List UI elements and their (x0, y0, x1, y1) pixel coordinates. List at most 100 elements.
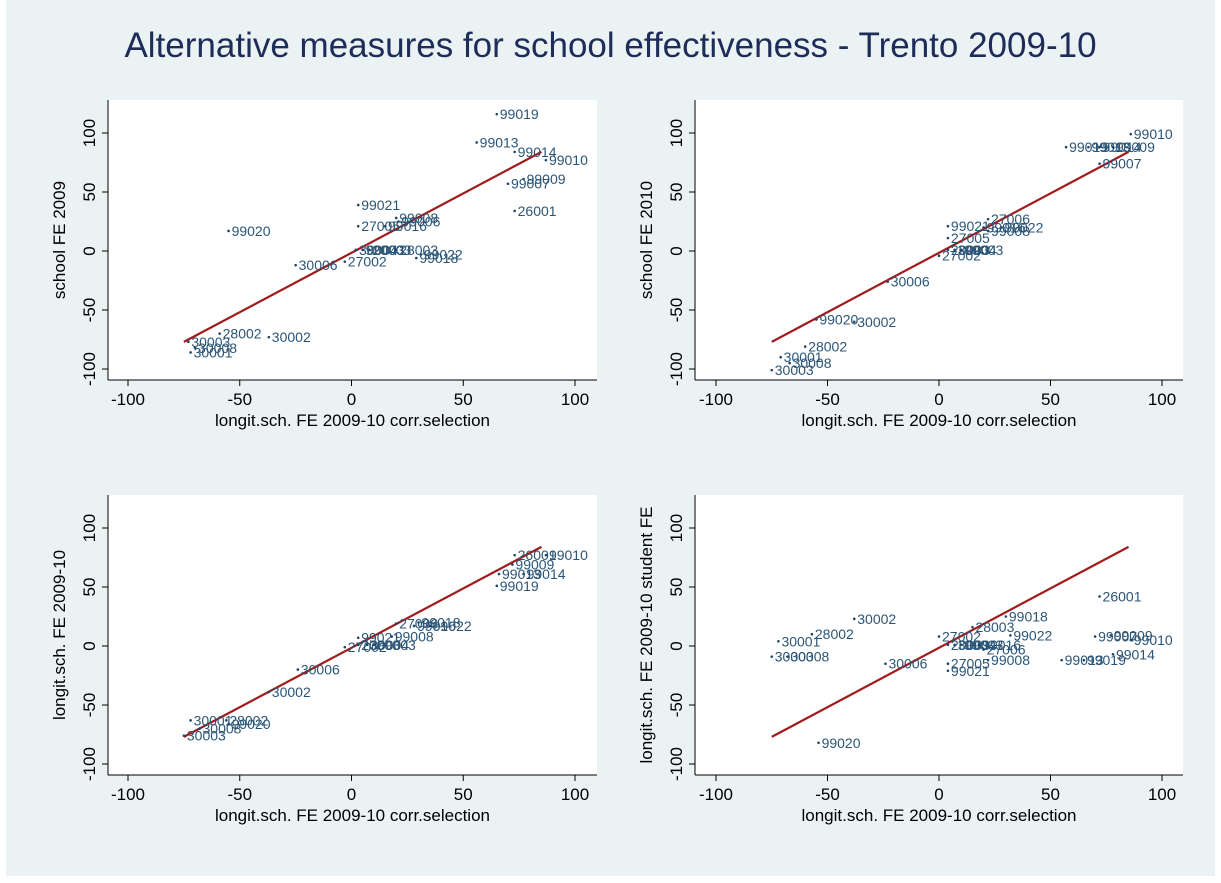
plot-area (108, 100, 597, 380)
point-label: 99007 (1103, 156, 1142, 172)
x-tick-label: -100 (111, 390, 145, 409)
data-point (1109, 634, 1113, 637)
data-point (394, 622, 398, 625)
point-label: 99020 (822, 735, 861, 751)
y-tick-label: -50 (80, 693, 99, 718)
data-point (227, 229, 230, 233)
point-label: 99009 (515, 557, 554, 573)
y-tick-label: -100 (80, 747, 99, 781)
point-label: 30004 (958, 637, 997, 653)
point-label: 99018 (422, 614, 461, 630)
point-label: 99022 (1013, 627, 1052, 643)
point-label: 30002 (272, 684, 311, 700)
point-label: 27006 (987, 642, 1026, 658)
point-label: 30001 (781, 633, 820, 649)
point-label: 30002 (857, 314, 896, 330)
x-tick-label: 100 (561, 785, 589, 804)
plot-area (108, 495, 597, 775)
scatter-panel-2: -100 -50 0 50 100 -100 -50 0 50 100 longit.sch. FE… (637, 100, 1183, 430)
plot-area (695, 100, 1183, 380)
point-label: 20003 (951, 242, 990, 258)
point-label: 99007 (511, 176, 550, 192)
point-label: 28003 (399, 242, 438, 258)
point-label: 99010 (1134, 632, 1173, 648)
data-point (218, 332, 221, 335)
point-label: 27002 (348, 254, 387, 270)
point-label: 27005 (951, 656, 990, 672)
point-label: 99020 (232, 223, 271, 239)
x-tick-label: -50 (815, 390, 840, 409)
point-label: 99014 (518, 144, 557, 160)
point-label: 26001 (518, 203, 557, 219)
data-point (960, 643, 963, 647)
data-point (513, 209, 516, 213)
data-point (506, 182, 510, 186)
data-point (356, 224, 360, 228)
point-label: 27005 (951, 230, 990, 246)
data-point (1098, 595, 1101, 598)
point-label: 28003 (975, 619, 1014, 635)
point-label: 30003 (775, 649, 814, 665)
data-point (946, 662, 950, 665)
data-point (343, 260, 347, 263)
data-point (372, 643, 376, 647)
data-point (815, 318, 818, 321)
point-label: 27002 (348, 639, 387, 655)
point-label: 99008 (991, 223, 1030, 239)
point-label: 99021 (951, 663, 990, 679)
point-label: 30006 (888, 656, 927, 672)
y-tick-label: 0 (80, 641, 99, 650)
point-label: 99022 (424, 247, 463, 263)
point-label: 99016 (417, 618, 456, 634)
data-point (937, 254, 941, 258)
fitted-line (771, 545, 1130, 738)
x-axis-title: longit.sch. FE 2009-10 corr.selection (215, 411, 490, 430)
data-point (1098, 145, 1101, 149)
data-point (937, 635, 941, 638)
data-point (971, 625, 974, 629)
x-tick-label: 100 (1148, 390, 1176, 409)
point-label: 30008 (198, 340, 237, 356)
data-point (817, 741, 820, 745)
data-point (415, 256, 418, 260)
data-point (522, 177, 525, 181)
point-label: 99018 (419, 250, 458, 266)
data-point (1000, 226, 1003, 229)
data-point (777, 639, 780, 643)
x-tick-label: 50 (454, 785, 473, 804)
data-point (1004, 615, 1008, 618)
point-label: 99008 (399, 210, 438, 226)
data-point (354, 248, 358, 252)
data-point (982, 648, 985, 651)
fitted-line (771, 150, 1130, 343)
data-point (960, 248, 963, 252)
data-point (198, 727, 201, 730)
point-label: 27002 (942, 248, 981, 264)
data-point (946, 643, 950, 647)
x-tick-label: 0 (934, 390, 943, 409)
data-point (1111, 652, 1115, 656)
point-label: 30004 (958, 242, 997, 258)
point-label: 30001 (194, 344, 233, 360)
x-axis-title: longit.sch. FE 2009-10 corr.selection (802, 411, 1077, 430)
data-point (544, 158, 548, 162)
point-label: 99013 (502, 566, 541, 582)
scatter-panel-3: -100 -50 0 50 100 -100 -50 0 50 100 longit.sch. FE… (50, 495, 597, 825)
point-label: 30001 (784, 349, 823, 365)
data-point (786, 655, 789, 658)
data-point (475, 141, 478, 144)
x-axis-title: longit.sch. FE 2009-10 corr.selection (802, 806, 1077, 825)
data-point (412, 624, 416, 628)
data-point (390, 635, 394, 638)
data-point (986, 229, 990, 233)
data-point (189, 719, 192, 722)
x-tick-label: 0 (934, 785, 943, 804)
y-tick-label: 0 (80, 246, 99, 255)
point-label: 28002 (229, 712, 268, 728)
point-label: 99018 (1009, 609, 1048, 625)
point-label: 99010 (549, 547, 588, 563)
y-tick-label: 100 (667, 119, 686, 147)
y-tick-label: -50 (667, 693, 686, 718)
